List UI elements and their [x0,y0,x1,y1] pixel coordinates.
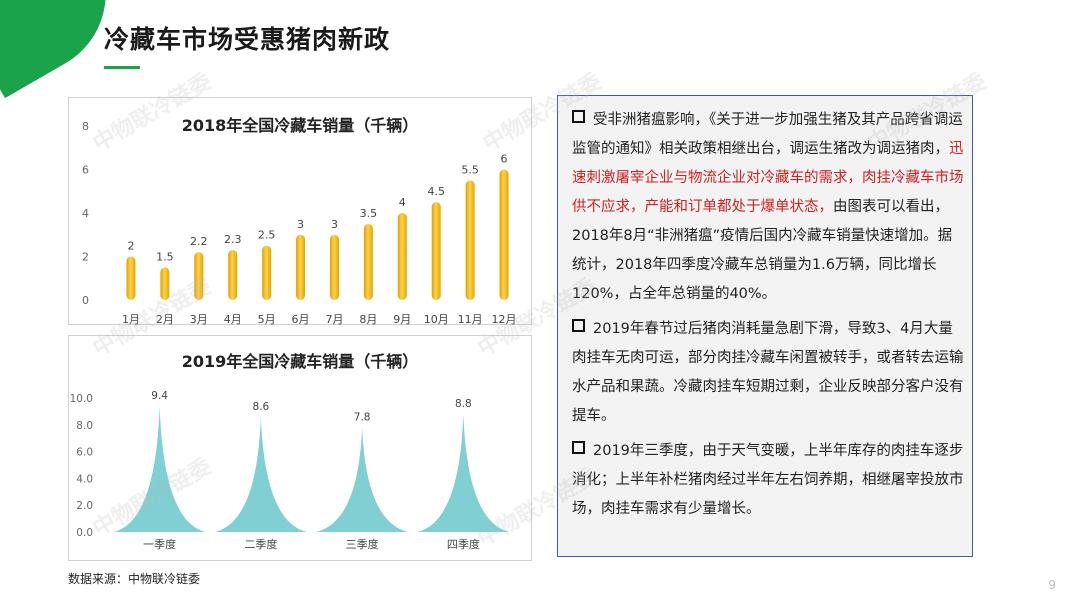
bar [329,234,339,300]
paragraph-2: 2019年春节过后猪肉消耗量急剧下滑，导致3、4月大量肉挂车无肉可运，部分肉挂冷… [572,315,966,431]
x-tick-label: 6月 [292,313,310,326]
x-tick-label: 5月 [258,313,276,326]
data-label: 8.8 [455,398,472,410]
bar [465,180,475,300]
spike-bar [214,416,307,532]
paragraph-1-text-end: 由图表可以看出，2018年8月“非洲猪瘟”疫情后国内冷藏车销量快速增加。据统计，… [572,199,953,302]
spike-bar [113,406,206,532]
y-tick-label: 4.0 [76,473,93,485]
data-label: 3 [297,218,304,231]
chart-2018-panel: 2018年全国冷藏车销量（千辆） 0 2 4 6 8 2 1月 1.5 2月 2.2 3月 2.3 4月… [68,97,532,326]
x-tick-label: 三季度 [346,537,379,551]
bar [296,234,306,300]
bar [397,213,407,300]
y-tick-label: 0 [82,294,89,307]
analysis-text-box: 受非洲猪瘟影响，《关于进一步加强生猪及其产品跨省调运监管的通知》相关政策相继出台… [557,95,973,557]
spike-bar [316,427,409,532]
x-tick-label: 10月 [424,313,449,326]
data-label: 1.5 [156,250,174,263]
bar [194,252,204,300]
chart-2019-svg: 0.0 2.0 4.0 6.0 8.0 10.0 9.4 一季度 8.6 二季度 7.8 三季度 8.8… [70,390,510,551]
chart-2019-panel: 2019年全国冷藏车销量（千辆） 0.0 2.0 4.0 6.0 8.0 10.0 9.4 一… [68,335,532,561]
data-label: 6 [501,153,508,166]
checkbox-bullet-icon [572,441,585,454]
x-tick-label: 3月 [190,313,208,326]
x-tick-label: 9月 [393,313,411,326]
page-title: 冷藏车市场受惠猪肉新政 [104,25,391,54]
data-source: 数据来源：中物联冷链委 [68,572,201,586]
checkbox-bullet-icon [572,319,585,332]
x-tick-label: 7月 [325,313,343,326]
x-tick-label: 四季度 [447,537,480,551]
y-tick-label: 0.0 [76,527,93,539]
bar [228,249,238,300]
paragraph-3: 2019年三季度，由于天气变暖，上半年库存的肉挂车逐步消化；上半年补栏猪肉经过半… [572,437,966,524]
bar [160,267,170,300]
checkbox-bullet-icon [572,110,585,123]
y-tick-label: 8 [82,120,89,133]
bar [431,202,441,300]
y-tick-label: 4 [82,207,89,220]
paragraph-1-text: 受非洲猪瘟影响，《关于进一步加强生猪及其产品跨省调运监管的通知》相关政策相继出台… [572,112,963,157]
paragraph-1-highlight: 迅速刺激屠宰企业与物流企业对冷藏车的需求，肉挂冷藏车市场供不应求，产能和订单都处… [572,141,964,215]
data-label: 5.5 [461,163,479,176]
data-label: 2.5 [258,229,276,242]
y-tick-label: 6.0 [76,447,93,459]
y-tick-label: 10.0 [70,393,93,405]
data-label: 3.5 [360,207,378,220]
x-tick-label: 8月 [359,313,377,326]
chart-2018-title: 2018年全国冷藏车销量（千辆） [181,116,419,135]
x-tick-label: 4月 [224,313,242,326]
bar [499,169,509,300]
paragraph-3-text: 2019年三季度，由于天气变暖，上半年库存的肉挂车逐步消化；上半年补栏猪肉经过半… [572,443,964,517]
bar [363,223,373,300]
chart-2018-svg: 0 2 4 6 8 2 1月 1.5 2月 2.2 3月 2.3 4月 2.5 5月 3 6月 3 7月 3.5 8月 4… [82,120,517,326]
paragraph-1: 受非洲猪瘟影响，《关于进一步加强生猪及其产品跨省调运监管的通知》相关政策相继出台… [572,106,966,309]
x-tick-label: 12月 [492,313,517,326]
data-label: 2.2 [190,235,208,248]
bar [126,256,136,300]
page-number: 9 [1048,578,1056,592]
data-label: 4.5 [427,185,445,198]
paragraph-2-text: 2019年春节过后猪肉消耗量急剧下滑，导致3、4月大量肉挂车无肉可运，部分肉挂冷… [572,321,964,424]
x-tick-label: 一季度 [143,537,176,551]
spike-bar [417,414,510,532]
y-tick-label: 2.0 [76,500,93,512]
data-label: 7.8 [354,411,371,423]
bar [262,245,272,300]
chart-2019-title: 2019年全国冷藏车销量（千辆） [181,352,419,371]
data-label: 9.4 [151,390,168,402]
y-tick-label: 6 [82,164,89,177]
x-tick-label: 2月 [156,313,174,326]
x-tick-label: 11月 [458,313,483,326]
data-label: 3 [331,218,338,231]
y-tick-label: 8.0 [76,420,93,432]
data-label: 2.3 [224,233,242,246]
data-label: 2 [127,240,134,253]
data-label: 4 [399,196,406,209]
data-label: 8.6 [253,401,270,413]
y-tick-label: 2 [82,251,89,264]
x-tick-label: 二季度 [244,537,277,551]
x-tick-label: 1月 [122,313,140,326]
title-underline [104,66,140,69]
